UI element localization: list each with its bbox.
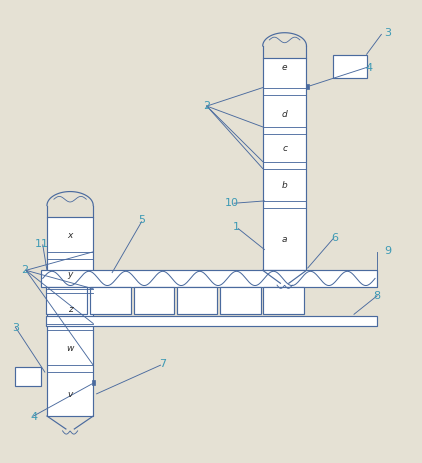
Text: 3: 3 bbox=[12, 323, 19, 332]
Text: e: e bbox=[282, 63, 287, 72]
Bar bbox=[47, 218, 93, 416]
Text: 6: 6 bbox=[332, 232, 338, 242]
Text: 11: 11 bbox=[35, 238, 49, 249]
Text: y: y bbox=[68, 269, 73, 278]
Text: z: z bbox=[68, 304, 73, 313]
Text: 8: 8 bbox=[373, 290, 381, 300]
Bar bbox=[134, 288, 174, 314]
Text: 9: 9 bbox=[384, 245, 391, 255]
Text: 7: 7 bbox=[159, 358, 166, 368]
Text: x: x bbox=[68, 230, 73, 239]
Bar bbox=[306, 85, 309, 89]
Text: b: b bbox=[282, 181, 287, 190]
Bar bbox=[41, 271, 377, 287]
Text: d: d bbox=[282, 110, 287, 119]
Bar bbox=[46, 316, 377, 326]
Bar bbox=[263, 288, 304, 314]
Bar bbox=[220, 288, 261, 314]
Bar bbox=[16, 368, 41, 386]
Text: 5: 5 bbox=[138, 215, 145, 225]
Text: 3: 3 bbox=[384, 28, 391, 38]
Text: v: v bbox=[68, 389, 73, 399]
Text: w: w bbox=[66, 344, 74, 352]
Text: a: a bbox=[282, 235, 287, 244]
Text: 2: 2 bbox=[22, 264, 29, 275]
Text: 4: 4 bbox=[30, 411, 37, 421]
Text: 10: 10 bbox=[225, 197, 239, 207]
Bar bbox=[90, 288, 131, 314]
Bar bbox=[176, 288, 217, 314]
Text: 1: 1 bbox=[233, 222, 240, 232]
Text: 2: 2 bbox=[203, 100, 210, 111]
Bar bbox=[263, 58, 306, 271]
Text: 4: 4 bbox=[365, 63, 372, 73]
Bar bbox=[92, 381, 95, 385]
Bar bbox=[333, 56, 367, 79]
Text: c: c bbox=[282, 144, 287, 153]
Bar bbox=[46, 288, 87, 314]
